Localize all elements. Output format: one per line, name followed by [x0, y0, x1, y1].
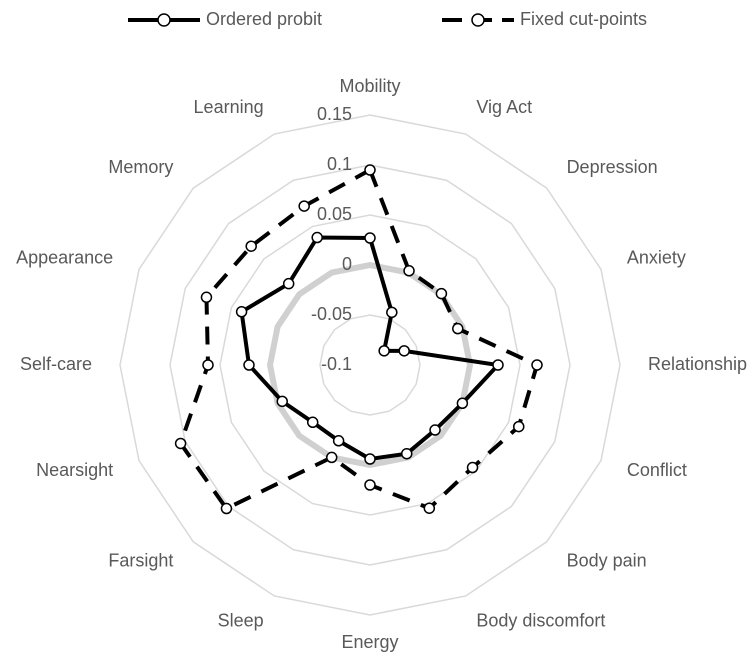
- marker: [378, 345, 390, 357]
- grid-ring: [219, 214, 521, 516]
- marker: [311, 231, 323, 244]
- marker: [200, 291, 213, 304]
- category-label: Learning: [194, 97, 264, 117]
- marker: [235, 306, 248, 318]
- marker: [492, 359, 504, 371]
- category-label: Energy: [341, 632, 398, 652]
- category-label: Conflict: [627, 460, 687, 480]
- category-label: Farsight: [108, 550, 173, 570]
- marker: [364, 479, 376, 491]
- marker: [403, 265, 415, 277]
- marker: [466, 461, 479, 474]
- grid-ring: [319, 314, 421, 416]
- marker: [245, 240, 257, 252]
- marker: [282, 277, 295, 290]
- category-label: Memory: [108, 157, 173, 177]
- marker: [332, 435, 345, 447]
- marker: [298, 200, 310, 212]
- r-tick-label: -0.1: [321, 354, 352, 374]
- category-label: Sleep: [218, 611, 264, 631]
- category-label: Nearsight: [36, 460, 113, 480]
- r-tick-label: 0.05: [317, 204, 352, 224]
- marker: [364, 232, 376, 244]
- marker: [531, 359, 543, 371]
- series-line: [239, 235, 503, 462]
- r-tick-label: 0.15: [317, 104, 352, 124]
- grid-ring: [266, 261, 474, 469]
- legend-marker: [471, 13, 485, 27]
- marker: [435, 287, 448, 300]
- marker: [423, 502, 436, 514]
- r-tick-label: -0.05: [311, 304, 352, 324]
- category-label: Appearance: [16, 247, 113, 267]
- category-label: Vig Act: [476, 97, 532, 117]
- marker: [220, 502, 233, 515]
- marker: [276, 395, 288, 408]
- category-label: Depression: [567, 157, 658, 177]
- category-label: Self-care: [20, 354, 92, 374]
- marker: [400, 447, 413, 460]
- grid-ring: [119, 114, 621, 616]
- marker: [512, 420, 525, 433]
- marker: [456, 397, 469, 410]
- category-label: Anxiety: [627, 247, 686, 267]
- marker: [174, 437, 187, 450]
- category-label: Body pain: [567, 550, 647, 570]
- legend-label: Ordered probit: [206, 9, 322, 29]
- marker: [452, 322, 464, 335]
- grid-ring: [169, 164, 571, 566]
- marker: [364, 453, 376, 465]
- marker: [202, 359, 214, 371]
- marker: [364, 164, 376, 176]
- category-label: Mobility: [339, 76, 400, 96]
- marker: [386, 306, 398, 319]
- marker: [325, 451, 338, 464]
- r-tick-label: 0: [342, 254, 352, 274]
- r-tick-label: 0.1: [327, 154, 352, 174]
- legend-label: Fixed cut-points: [520, 9, 647, 29]
- marker: [398, 345, 410, 357]
- marker: [243, 359, 255, 371]
- marker: [429, 424, 441, 436]
- category-label: Relationship: [648, 354, 747, 374]
- legend-marker: [157, 13, 171, 27]
- marker: [306, 416, 319, 429]
- category-label: Body discomfort: [476, 611, 605, 631]
